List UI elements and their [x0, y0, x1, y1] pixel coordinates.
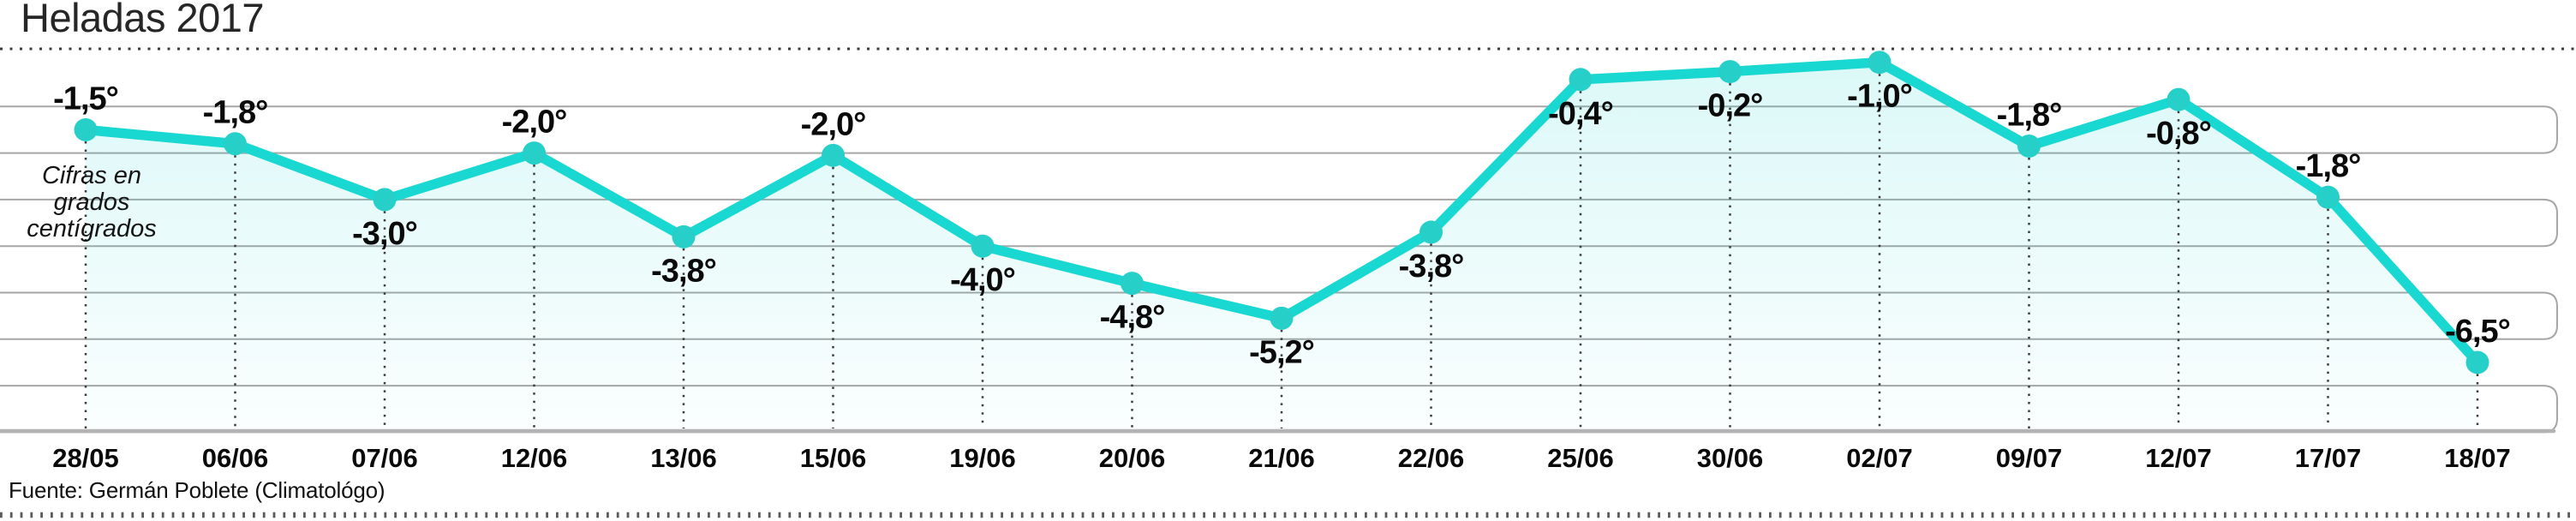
point-value-label: -1,8° [1997, 97, 2062, 133]
point-value-label: -4,8° [1100, 300, 1165, 336]
data-point-dot [1419, 220, 1443, 244]
source-credit: Fuente: Germán Poblete (Climatológo) [9, 477, 386, 503]
data-point-dot [2316, 185, 2340, 209]
x-axis-date-label: 20/06 [1099, 443, 1166, 473]
data-point-dot [971, 234, 995, 258]
data-point-dot [2167, 87, 2190, 111]
point-value-label: -1,8° [203, 95, 268, 131]
x-axis-date-label: 19/06 [949, 443, 1016, 473]
data-point-dot [523, 141, 546, 165]
point-value-label: -3,8° [1399, 249, 1464, 284]
x-axis-date-label: 07/06 [351, 443, 418, 473]
point-value-label: -2,0° [502, 105, 567, 141]
grid-band [0, 291, 2558, 340]
point-value-label: -1,0° [1847, 79, 1912, 115]
data-point-dot [672, 225, 696, 249]
x-axis-date-label: 12/07 [2145, 443, 2212, 473]
x-axis-date-label: 12/06 [501, 443, 568, 473]
data-point-dot [1121, 272, 1144, 296]
data-point-dot [822, 143, 845, 167]
area-fill [86, 62, 2477, 429]
grid-band [0, 198, 2558, 248]
x-axis-date-label: 28/05 [52, 443, 119, 473]
data-point-dot [74, 117, 98, 141]
x-axis-date-label: 09/07 [1996, 443, 2063, 473]
point-value-label: -3,0° [352, 216, 417, 252]
data-point-dot [373, 188, 397, 212]
x-axis-date-label: 06/06 [202, 443, 269, 473]
x-axis-date-label: 18/07 [2444, 443, 2511, 473]
data-point-dot [2017, 134, 2041, 158]
x-axis-date-label: 15/06 [800, 443, 867, 473]
page-title: Heladas 2017 [21, 0, 265, 40]
x-axis-date-label: 25/06 [1547, 443, 1614, 473]
point-value-label: -0,4° [1548, 96, 1613, 132]
x-axis-date-label: 30/06 [1697, 443, 1764, 473]
grid-band [0, 105, 2558, 154]
point-value-label: -3,8° [651, 253, 716, 289]
point-value-label: -0,8° [2146, 116, 2211, 152]
point-value-label: -2,0° [801, 106, 866, 142]
data-point-dot [224, 132, 247, 156]
point-value-label: -4,0° [950, 262, 1015, 298]
data-point-dot [1569, 68, 1593, 92]
data-point-dot [2465, 350, 2489, 374]
x-axis-date-label: 13/06 [650, 443, 717, 473]
point-value-label: -0,2° [1698, 88, 1763, 124]
data-point-dot [1270, 306, 1294, 330]
units-note: Cifras en grados centígrados [27, 162, 157, 243]
data-point-dot [1718, 60, 1742, 84]
point-value-label: -1,8° [2296, 148, 2361, 184]
point-value-label: -6,5° [2445, 314, 2510, 350]
data-point-dot [1868, 51, 1892, 75]
x-axis-date-label: 02/07 [1846, 443, 1913, 473]
point-value-label: -1,5° [53, 81, 118, 117]
x-axis-date-label: 22/06 [1398, 443, 1465, 473]
x-axis-date-label: 17/07 [2295, 443, 2362, 473]
x-axis-date-label: 21/06 [1248, 443, 1315, 473]
point-value-label: -5,2° [1249, 334, 1314, 370]
